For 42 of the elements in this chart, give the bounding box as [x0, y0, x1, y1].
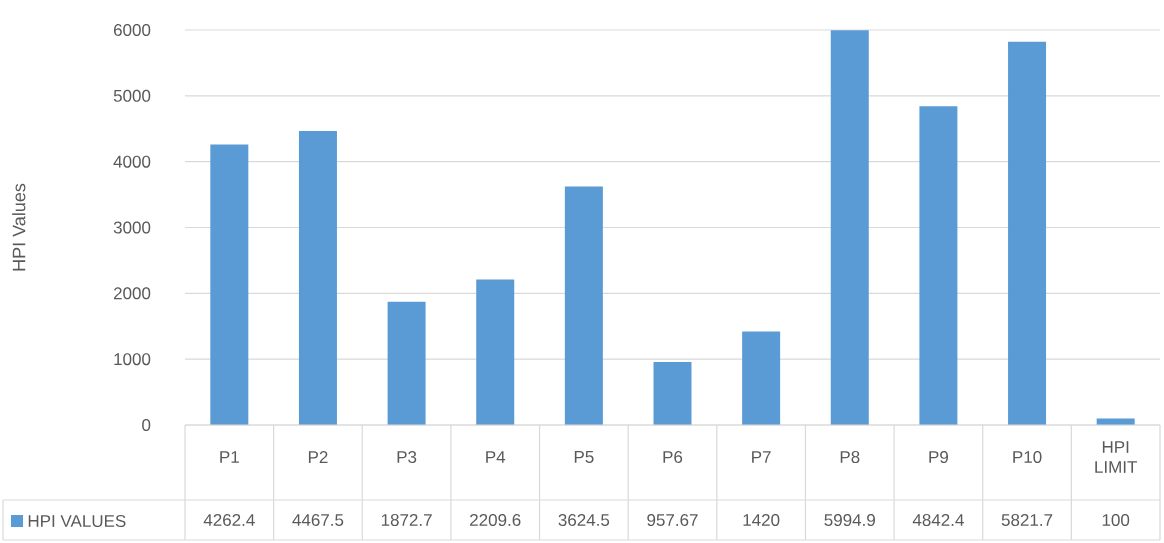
- bar: [476, 279, 515, 425]
- x-tick-label: P7: [752, 451, 771, 463]
- data-label: 4467.5: [292, 514, 344, 527]
- data-label: 100: [1102, 514, 1130, 527]
- data-label: 4262.4: [203, 514, 255, 527]
- data-label: 3624.5: [558, 514, 610, 527]
- x-tick-label: P6: [663, 451, 683, 464]
- x-tick-label: P3: [397, 451, 417, 464]
- y-axis-title: HPI Values: [12, 183, 26, 271]
- y-tick-label: 4000: [113, 155, 151, 168]
- bar: [210, 144, 249, 425]
- x-tick-label: P2: [308, 451, 328, 463]
- bar: [1096, 418, 1135, 425]
- legend-label: HPI VALUES: [28, 515, 126, 528]
- y-tick-label: 3000: [113, 221, 151, 234]
- x-tick-label: P1: [220, 451, 239, 463]
- data-label: 4842.4: [912, 514, 964, 527]
- y-tick-label: 1000: [114, 353, 151, 366]
- data-label: 5821.7: [1001, 514, 1053, 527]
- data-label: 1420: [743, 514, 780, 527]
- data-label: 957.67: [647, 514, 698, 527]
- x-tick-label: P8: [840, 451, 860, 464]
- data-label: 1872.7: [381, 514, 432, 527]
- bar: [742, 331, 781, 425]
- data-label: 2209.6: [470, 514, 521, 527]
- bar: [387, 301, 426, 425]
- bar: [1008, 41, 1047, 425]
- bar: [830, 30, 869, 425]
- bar: [298, 130, 337, 425]
- x-tick-label: P4: [486, 451, 506, 463]
- x-tick-label: P9: [929, 451, 949, 464]
- data-label: 5994.9: [824, 514, 875, 527]
- x-tick-label: P5: [574, 451, 594, 463]
- x-tick-label: P10: [1013, 451, 1042, 464]
- y-tick-label: 2000: [113, 287, 151, 300]
- bar: [919, 106, 958, 425]
- bar: [653, 361, 692, 425]
- x-tick-label: HPI LIMIT: [1095, 441, 1138, 473]
- y-tick-label: 6000: [114, 24, 151, 37]
- bar: [564, 186, 603, 425]
- y-tick-label: 5000: [113, 89, 151, 102]
- y-tick-label: 0: [142, 419, 151, 432]
